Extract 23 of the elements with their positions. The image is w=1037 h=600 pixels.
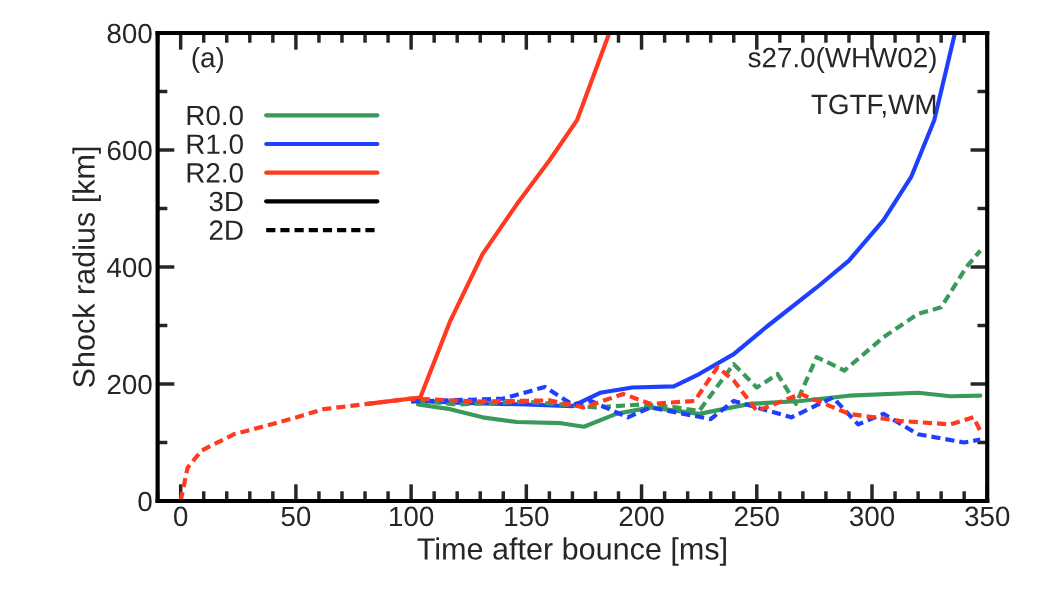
annotation: TGTF,WM xyxy=(811,94,936,118)
annotation: (a) xyxy=(192,47,224,73)
y-tick-label: 200 xyxy=(107,374,152,395)
legend-label: 2D xyxy=(209,220,243,240)
x-tick-label: 0 xyxy=(174,506,188,527)
annotation: s27.0(WHW02) xyxy=(748,47,936,73)
x-tick-label: 100 xyxy=(390,506,434,527)
legend-label: 3D xyxy=(209,191,243,212)
x-tick-label: 200 xyxy=(619,506,664,527)
x-tick-label: 50 xyxy=(281,506,311,527)
y-tick-label: 0 xyxy=(138,491,152,512)
y-axis-title: Shock radius [km] xyxy=(72,147,101,388)
legend-label: R1.0 xyxy=(187,134,243,155)
x-tick-label: 300 xyxy=(849,506,895,527)
x-tick-label: 350 xyxy=(965,506,1010,527)
y-tick-label: 400 xyxy=(107,257,152,278)
x-tick-label: 250 xyxy=(735,506,779,527)
x-tick-label: 150 xyxy=(505,506,549,527)
legend-label: R2.0 xyxy=(187,163,243,183)
y-tick-label: 800 xyxy=(107,23,152,44)
legend-label: R0.0 xyxy=(187,105,243,126)
x-axis-title: Time after bounce [ms] xyxy=(417,537,726,566)
y-tick-label: 600 xyxy=(107,140,152,161)
